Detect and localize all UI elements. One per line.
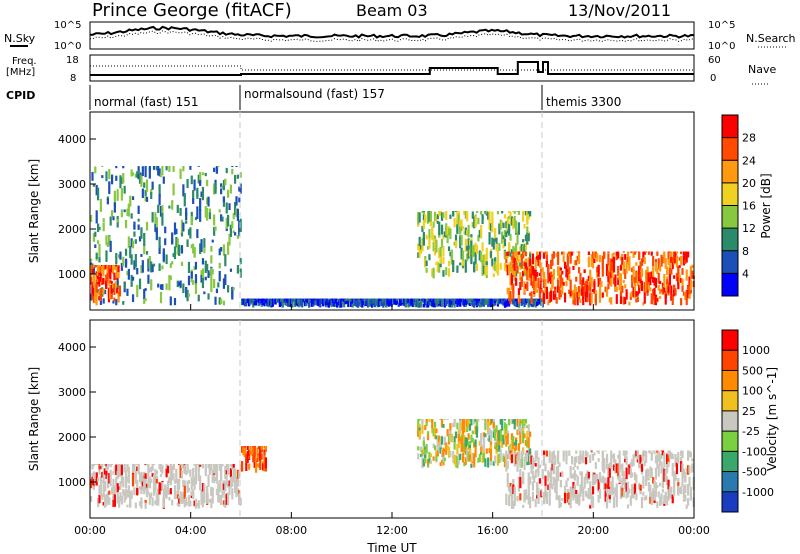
velocity-colorbar-swatch-2 [722, 451, 738, 473]
velocity-heatmap [90, 419, 695, 509]
nsky-panel: N.Sky 10^5 10^0 10^5 10^0 N.Search [4, 20, 796, 52]
velocity-xtick-label-4: 16:00 [477, 524, 509, 537]
station-title: Prince George (fitACF) [92, 0, 292, 21]
cpid-segment-2: normalsound (fast) 157 [244, 87, 385, 101]
power-heatmap [90, 166, 695, 308]
velocity-xtick-label-6: 00:00 [678, 524, 710, 537]
cpid-label: CPID [6, 89, 35, 102]
nave-tick-top: 60 [708, 55, 721, 66]
power-region-2 [241, 298, 544, 308]
date-title: 13/Nov/2011 [568, 1, 671, 20]
nsky-label: N.Sky [4, 32, 36, 45]
velocity-ytick-label-1000: 1000 [58, 476, 86, 489]
freq-tick-bottom: 8 [70, 73, 76, 84]
power-colorbar-tick-5: 24 [742, 154, 756, 167]
velocity-ytick-label-4000: 4000 [58, 341, 86, 354]
velocity-y-axis: 1000 2000 3000 4000 [58, 341, 96, 489]
power-ytick-label-4000: 4000 [58, 133, 86, 146]
power-colorbar-swatch-2 [722, 228, 738, 252]
nsearch-series [90, 30, 695, 43]
velocity-colorbar-tick-7: -1000 [742, 486, 774, 499]
power-colorbar-tick-1: 8 [742, 245, 749, 258]
velocity-colorbar-tick-4: -25 [742, 425, 760, 438]
power-colorbar-swatch-6 [722, 137, 738, 161]
power-colorbar-swatch-4 [722, 182, 738, 206]
freq-series [90, 65, 694, 71]
power-x-ticks [89, 304, 695, 310]
power-ytick-label-2000: 2000 [58, 223, 86, 236]
velocity-ytick-label-2000: 2000 [58, 431, 86, 444]
power-ylabel: Slant Range [km] [27, 159, 41, 263]
power-colorbar-swatch-0 [722, 273, 738, 297]
velocity-ylabel: Slant Range [km] [27, 367, 41, 471]
power-colorbar-swatch-7 [722, 115, 738, 139]
nsky-tick-top: 10^5 [54, 20, 81, 31]
velocity-colorbar-swatch-7 [722, 350, 738, 371]
power-ytick-label-1000: 1000 [58, 268, 86, 281]
velocity-colorbar-swatch-5 [722, 390, 738, 412]
velocity-colorbar-tick-6: -500 [742, 466, 767, 479]
velocity-region-1 [241, 446, 267, 473]
freq-label: Freq. [12, 56, 37, 67]
cpid-segment-3: themis 3300 [546, 95, 621, 109]
velocity-xtick-label-5: 20:00 [577, 524, 609, 537]
power-colorbar-tick-4: 20 [742, 177, 756, 190]
velocity-colorbar-swatch-4 [722, 410, 738, 432]
velocity-x-axis: 00:00 04:00 08:00 12:00 16:00 20:00 00:00 [74, 512, 710, 537]
beam-title: Beam 03 [356, 1, 428, 20]
nsearch-tick-bottom: 10^0 [708, 41, 735, 52]
power-ytick-label-3000: 3000 [58, 178, 86, 191]
velocity-xtick-label-2: 08:00 [275, 524, 307, 537]
velocity-xtick-label-1: 04:00 [175, 524, 207, 537]
power-region-4 [505, 251, 695, 306]
velocity-colorbar-swatch-1 [722, 471, 738, 493]
nsky-tick-bottom: 10^0 [54, 41, 81, 52]
power-colorbar-swatch-3 [722, 205, 738, 229]
velocity-colorbar: 1000 500 100 25 -25 -100 -500 -1000 [721, 329, 774, 513]
velocity-xtick-label-0: 00:00 [74, 524, 106, 537]
power-colorbar: 4 8 12 16 20 24 28 [721, 114, 756, 297]
nave-series [90, 61, 694, 76]
velocity-colorbar-tick-2: 100 [742, 385, 763, 398]
velocity-colorbar-tick-3: 25 [742, 405, 756, 418]
freq-unit: [MHz] [6, 67, 35, 78]
velocity-colorbar-swatch-6 [722, 370, 738, 392]
power-colorbar-tick-2: 12 [742, 222, 756, 235]
power-colorbar-tick-3: 16 [742, 200, 756, 213]
velocity-ytick-label-3000: 3000 [58, 386, 86, 399]
power-colorbar-swatch-5 [722, 160, 738, 184]
velocity-colorbar-swatch-3 [722, 431, 738, 452]
power-colorbar-tick-0: 4 [742, 267, 749, 280]
nsky-series [90, 25, 695, 39]
velocity-colorbar-label: Velocity [m s^-1] [765, 367, 779, 471]
velocity-xtick-label-3: 12:00 [376, 524, 408, 537]
power-colorbar-label: Power [dB] [759, 173, 773, 238]
nave-label: Nave [748, 63, 776, 76]
velocity-region-2 [417, 419, 532, 469]
nave-tick-bottom: 0 [710, 73, 716, 84]
nsearch-label: N.Search [746, 32, 796, 45]
power-colorbar-tick-6: 28 [742, 132, 756, 145]
power-colorbar-swatch-1 [722, 250, 738, 274]
cpid-segment-1: normal (fast) 151 [94, 95, 198, 109]
power-region-1 [90, 265, 122, 306]
cpid-panel: CPID normal (fast) 151 normalsound (fast… [6, 85, 621, 110]
velocity-colorbar-swatch-0 [722, 491, 738, 513]
velocity-colorbar-tick-0: 1000 [742, 344, 770, 357]
velocity-colorbar-tick-5: -100 [742, 445, 767, 458]
velocity-colorbar-tick-1: 500 [742, 364, 763, 377]
nsearch-tick-top: 10^5 [708, 20, 735, 31]
power-region-3 [417, 211, 532, 279]
power-panel: 1000 2000 3000 4000 Slant Range [km] 4 8 12 16… [27, 111, 773, 311]
velocity-region-3 [505, 450, 695, 509]
x-axis-label: Time UT [366, 541, 417, 554]
velocity-colorbar-swatch-8 [722, 330, 738, 351]
velocity-region-0 [90, 464, 242, 509]
velocity-panel: 1000 2000 3000 4000 00:00 04:00 08:00 12:00 16:… [27, 319, 779, 537]
freq-panel: Freq. [MHz] 18 8 60 0 Nave [6, 54, 776, 85]
power-y-axis: 1000 2000 3000 4000 [58, 133, 96, 281]
freq-tick-top: 18 [66, 55, 79, 66]
